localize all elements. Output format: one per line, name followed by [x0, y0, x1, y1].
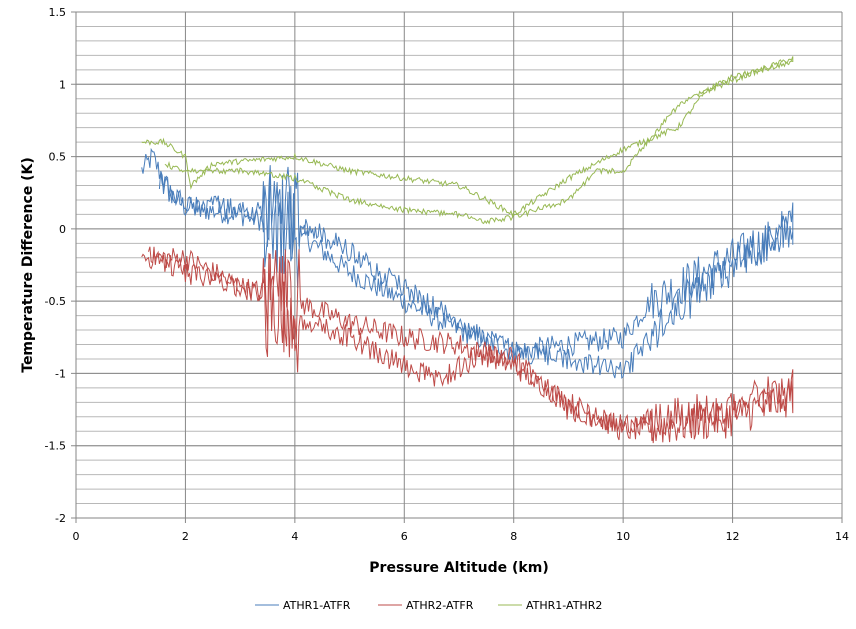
x-tick-label: 8: [510, 530, 517, 543]
x-tick-label: 2: [182, 530, 189, 543]
y-tick-label: 1.5: [49, 6, 67, 19]
y-tick-label: -0.5: [45, 295, 66, 308]
x-tick-label: 0: [73, 530, 80, 543]
y-tick-label: -1.5: [45, 440, 66, 453]
series-line-athr2-atfr: [141, 246, 794, 444]
y-tick-label: 0: [59, 223, 66, 236]
y-tick-label: -2: [55, 512, 66, 525]
series-group: [141, 56, 794, 444]
x-tick-label: 12: [726, 530, 740, 543]
x-axis-label: Pressure Altitude (km): [369, 560, 548, 576]
x-tick-label: 14: [835, 530, 849, 543]
x-tick-label: 6: [401, 530, 408, 543]
series-line-athr1-atfr: [141, 147, 794, 379]
x-tick-label: 4: [291, 530, 298, 543]
x-tick-label: 10: [616, 530, 630, 543]
legend: ATHR1-ATFR ATHR2-ATFR ATHR1-ATHR2: [255, 599, 602, 612]
y-tick-label: 0.5: [49, 151, 67, 164]
legend-label: ATHR1-ATHR2: [526, 599, 602, 612]
series-line-athr1-athr2: [141, 56, 794, 225]
y-axis-label: Temperature Difference (K): [20, 157, 36, 373]
legend-label: ATHR2-ATFR: [406, 599, 474, 612]
legend-label: ATHR1-ATFR: [283, 599, 351, 612]
y-tick-label: 1: [59, 78, 66, 91]
y-tick-label: -1: [55, 367, 66, 380]
axes: -2 -1.5 -1 -0.5 0 0.5 1 1.5 0 2 4 6 8 10 12 14: [45, 6, 849, 543]
